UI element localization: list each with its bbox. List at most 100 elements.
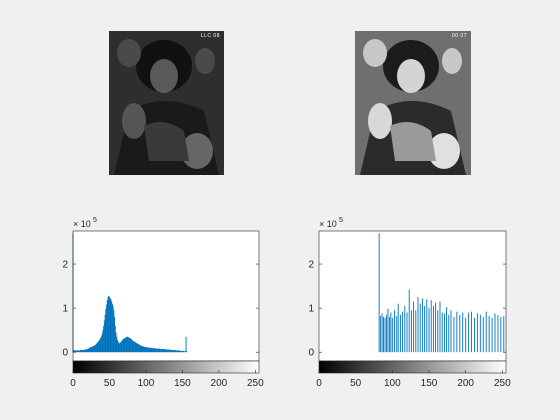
histogram-bar (142, 346, 144, 353)
histogram-bar (394, 310, 395, 353)
histogram-bar (152, 348, 154, 353)
histogram-bar (106, 300, 108, 353)
x-tick-label: 250 (494, 378, 511, 389)
histogram-bar (107, 297, 109, 353)
histogram-bar (453, 316, 455, 353)
histogram-bar (456, 311, 458, 353)
histogram-bar (144, 346, 145, 353)
histogram-bar (169, 349, 171, 353)
histogram-bar (131, 339, 133, 353)
histogram-bar (173, 349, 175, 353)
histogram-bar (103, 320, 105, 353)
histogram-bar (165, 349, 167, 353)
histogram-bar (116, 336, 118, 353)
histogram-bar (181, 350, 183, 353)
histogram-bar (488, 316, 490, 353)
histogram-bar (149, 347, 151, 353)
axis-exponent-label: × 10 (73, 219, 91, 229)
histogram-bar (111, 301, 113, 353)
histogram-bar (128, 337, 130, 353)
histogram-bar (74, 350, 75, 353)
histogram-bar (182, 350, 184, 353)
histogram-bar (83, 349, 85, 353)
histogram-bar (171, 349, 172, 353)
histogram-bar (397, 303, 399, 353)
histogram-bar (95, 344, 97, 353)
histogram-bar (437, 310, 439, 353)
axis-exponent-label: × 10 (319, 219, 337, 229)
histogram-bar (157, 348, 159, 353)
histogram-bar (415, 310, 417, 353)
histogram-bar (378, 233, 380, 353)
histogram-bar (179, 350, 181, 353)
histogram-bar (450, 310, 452, 353)
y-tick-label: 1 (308, 304, 314, 315)
histogram-bar (141, 346, 143, 353)
histogram-bar (503, 316, 505, 353)
histogram-bar (79, 349, 81, 353)
histogram-bar (139, 345, 141, 353)
histogram-bar (428, 308, 430, 353)
histogram-bar (181, 350, 183, 353)
histogram-bar (388, 316, 390, 353)
histogram-bar (108, 295, 110, 353)
histogram-bar (141, 346, 143, 353)
x-tick-label: 150 (421, 378, 438, 389)
histogram-bar (82, 349, 84, 353)
histogram-bar (82, 349, 83, 353)
histogram-bar (180, 350, 182, 353)
histogram-bar (74, 350, 76, 353)
histogram-bar (413, 301, 415, 353)
histogram-bar (163, 349, 165, 353)
histogram-bar (86, 349, 88, 353)
histogram-bar (125, 337, 126, 353)
x-tick-label: 200 (457, 378, 474, 389)
histogram-bar (143, 346, 145, 353)
histogram-bar (468, 312, 470, 353)
histogram-bar (159, 348, 161, 353)
histogram-bar (109, 296, 110, 353)
x-tick-label: 50 (104, 378, 116, 389)
histogram-bar (175, 350, 177, 353)
histogram-bar (170, 349, 172, 353)
histogram-bar (147, 347, 149, 353)
histogram-bar (396, 316, 398, 353)
histogram-bar (117, 341, 119, 353)
histogram-bar (122, 339, 124, 353)
histogram-bar (73, 349, 75, 353)
histogram-bar (97, 342, 99, 353)
histogram-bar (391, 317, 393, 353)
histogram-bar (136, 342, 137, 353)
x-tick-label: 0 (70, 378, 76, 389)
histogram-bar (153, 348, 155, 353)
x-tick-label: 250 (247, 378, 264, 389)
histogram-bar (497, 315, 499, 353)
y-tick-label: 1 (62, 304, 68, 315)
histogram-bar (137, 343, 139, 353)
histogram-bar (87, 349, 89, 353)
histogram-bar (384, 317, 386, 353)
histogram-bar (109, 298, 111, 353)
histogram-bar (150, 347, 152, 353)
histogram-bar (383, 316, 384, 353)
x-tick-label: 50 (350, 378, 362, 389)
histogram-bar (90, 347, 91, 353)
histogram-bar (171, 349, 173, 353)
histogram-bar (117, 339, 118, 353)
histogram-bar (161, 349, 163, 353)
image-tag: LLC 08 (200, 33, 220, 39)
histogram-bar (115, 332, 117, 353)
histogram-bar (119, 343, 121, 353)
histogram-bar (127, 337, 129, 353)
histogram-bar (98, 340, 100, 353)
histogram-bar (98, 341, 99, 353)
histogram-bar (441, 312, 443, 353)
histogram-bar (94, 345, 96, 353)
histogram-bar (430, 300, 432, 353)
histogram-bar (406, 312, 408, 353)
histogram-bar (439, 301, 441, 353)
histogram-bar (140, 345, 142, 353)
histogram-bar (380, 316, 382, 353)
histogram-bar (172, 349, 174, 353)
histogram-bar (130, 338, 132, 353)
